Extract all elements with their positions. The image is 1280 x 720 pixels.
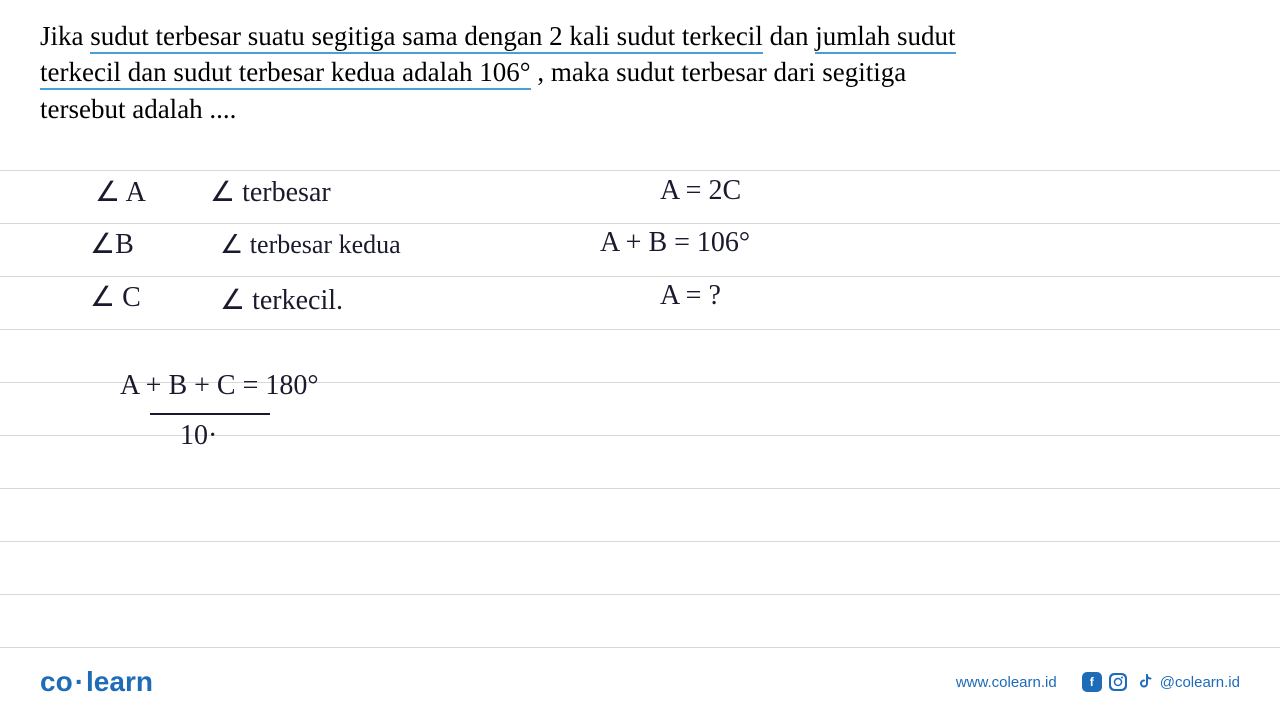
notebook-rule bbox=[0, 488, 1280, 489]
footer: co·learn www.colearn.id f @colearn.id bbox=[0, 662, 1280, 702]
equation-sum-180: A + B + C = 180° bbox=[120, 370, 319, 402]
tiktok-icon bbox=[1134, 672, 1154, 692]
angle-letter: B bbox=[115, 229, 134, 260]
notebook-rule bbox=[0, 541, 1280, 542]
logo-dot: · bbox=[75, 666, 84, 697]
angle-letter: C bbox=[122, 282, 141, 313]
notebook-rule bbox=[0, 276, 1280, 277]
desc-terbesar-kedua: ∠ terbesar kedua bbox=[220, 230, 401, 260]
problem-text-part1: Jika bbox=[40, 21, 90, 51]
equation-a-2c: A = 2C bbox=[660, 175, 741, 207]
problem-underlined-2: jumlah sudut bbox=[815, 21, 955, 54]
equation-a-unknown: A = ? bbox=[660, 280, 721, 312]
notebook-area: ∠ A ∠B ∠ C ∠ terbesar ∠ terbesar kedua ∠… bbox=[0, 145, 1280, 660]
instagram-icon bbox=[1108, 672, 1128, 692]
problem-text-part2: dan bbox=[763, 21, 815, 51]
notebook-rule bbox=[0, 223, 1280, 224]
problem-text-part3: , maka sudut terbesar dari segitiga bbox=[531, 57, 907, 87]
notebook-rule bbox=[0, 647, 1280, 648]
notebook-rule bbox=[0, 594, 1280, 595]
problem-underlined-3: terkecil dan sudut terbesar kedua adalah… bbox=[40, 57, 531, 90]
desc-terbesar: ∠ terbesar bbox=[210, 175, 331, 209]
angle-symbol: ∠ bbox=[90, 280, 115, 313]
angle-symbol: ∠ bbox=[90, 227, 115, 260]
desc-terkecil: ∠ terkecil. bbox=[220, 283, 343, 317]
logo-part1: co bbox=[40, 666, 73, 697]
problem-statement: Jika sudut terbesar suatu segitiga sama … bbox=[0, 0, 1280, 137]
facebook-icon: f bbox=[1082, 672, 1102, 692]
problem-text-part4: tersebut adalah .... bbox=[40, 94, 236, 124]
angle-b-label: ∠B bbox=[90, 227, 134, 261]
notebook-rule bbox=[0, 329, 1280, 330]
underline-mark bbox=[150, 413, 270, 415]
angle-a-label: ∠ A bbox=[95, 175, 146, 209]
equation-ab-106: A + B = 106° bbox=[600, 227, 750, 259]
logo-part2: learn bbox=[86, 666, 153, 697]
social-handle: @colearn.id bbox=[1160, 674, 1240, 691]
angle-c-label: ∠ C bbox=[90, 280, 141, 314]
website-url: www.colearn.id bbox=[956, 674, 1057, 691]
social-links: f @colearn.id bbox=[1082, 672, 1240, 692]
angle-symbol: ∠ bbox=[95, 175, 120, 208]
colearn-logo: co·learn bbox=[40, 666, 153, 698]
notebook-rule bbox=[0, 170, 1280, 171]
problem-underlined-1: sudut terbesar suatu segitiga sama denga… bbox=[90, 21, 763, 54]
angle-letter: A bbox=[126, 177, 146, 208]
partial-result: 10· bbox=[180, 420, 217, 452]
footer-right: www.colearn.id f @colearn.id bbox=[956, 672, 1240, 692]
